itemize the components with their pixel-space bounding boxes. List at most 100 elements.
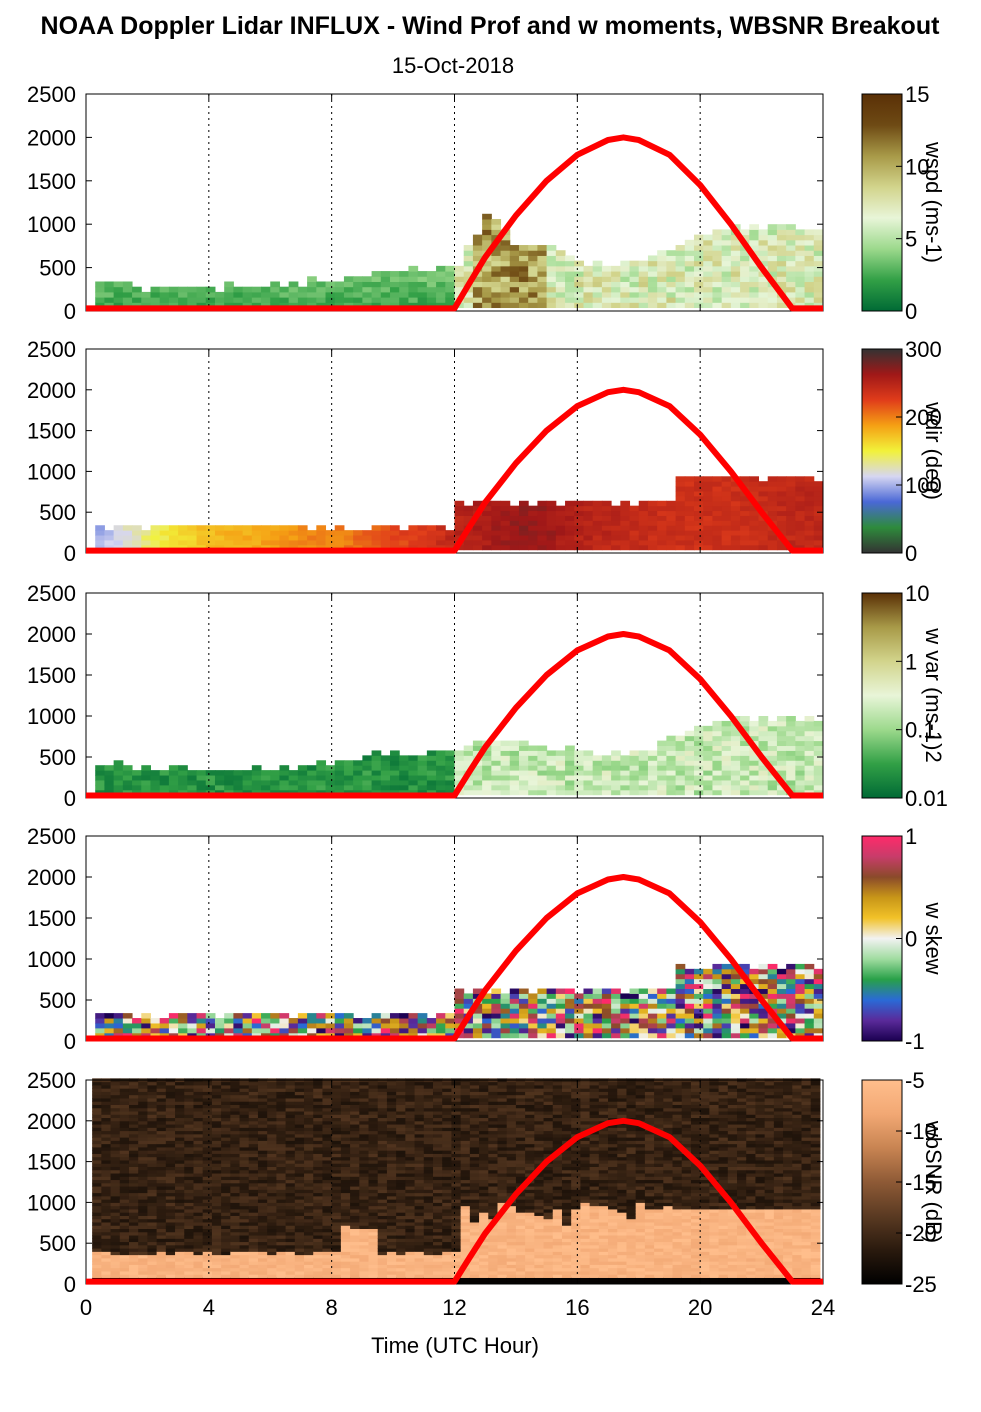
heatmap-cell bbox=[211, 1117, 222, 1122]
heatmap-cell bbox=[491, 779, 502, 786]
heatmap-cell bbox=[184, 1235, 194, 1239]
heatmap-cell bbox=[592, 510, 603, 516]
heatmap-cell bbox=[193, 1267, 204, 1272]
heatmap-cell bbox=[500, 530, 511, 536]
heatmap-cell bbox=[684, 510, 695, 516]
heatmap-cell bbox=[193, 1179, 204, 1184]
heatmap-cell bbox=[712, 988, 723, 994]
heatmap-cell bbox=[92, 1238, 102, 1243]
heatmap-cell bbox=[592, 260, 603, 267]
heatmap-cell bbox=[684, 291, 695, 298]
heatmap-cell bbox=[248, 1267, 259, 1272]
heatmap-cell bbox=[546, 302, 557, 309]
heatmap-cell bbox=[776, 476, 787, 482]
heatmap-cell bbox=[786, 255, 796, 262]
heatmap-cell bbox=[491, 775, 502, 781]
heatmap-cell bbox=[132, 297, 142, 303]
heatmap-cell bbox=[463, 291, 474, 298]
heatmap-cell bbox=[574, 510, 584, 516]
heatmap-cell bbox=[147, 1133, 158, 1138]
heatmap-cell bbox=[730, 530, 741, 536]
heatmap-cell bbox=[776, 740, 787, 747]
heatmap-cell bbox=[353, 775, 363, 781]
heatmap-cell bbox=[426, 286, 437, 293]
heatmap-cell bbox=[386, 1257, 397, 1262]
heatmap-cell bbox=[119, 1202, 130, 1207]
heatmap-cell bbox=[417, 286, 428, 293]
heatmap-cell bbox=[147, 1101, 158, 1105]
heatmap-cell bbox=[500, 1003, 511, 1009]
heatmap-cell bbox=[730, 520, 741, 526]
heatmap-cell bbox=[518, 770, 529, 776]
heatmap-cell bbox=[313, 1189, 323, 1194]
wdir-overlay-curve bbox=[86, 386, 823, 554]
heatmap-cell bbox=[417, 779, 428, 786]
heatmap-cell bbox=[813, 730, 824, 737]
heatmap-cell bbox=[122, 1022, 133, 1029]
heatmap-cell bbox=[537, 789, 548, 796]
heatmap-cell bbox=[703, 978, 713, 985]
heatmap-cell bbox=[767, 755, 778, 761]
heatmap-cell bbox=[546, 1018, 557, 1024]
heatmap-cell bbox=[712, 490, 723, 497]
heatmap-cell bbox=[288, 544, 299, 551]
heatmap-cell bbox=[285, 1130, 296, 1135]
heatmap-cell bbox=[168, 525, 179, 531]
heatmap-cell bbox=[156, 1251, 167, 1256]
heatmap-cell bbox=[110, 1169, 121, 1174]
heatmap-cell bbox=[350, 1173, 360, 1177]
heatmap-cell bbox=[304, 1120, 314, 1125]
heatmap-cell bbox=[110, 1212, 121, 1216]
heatmap-cell bbox=[537, 250, 548, 256]
heatmap-cell bbox=[482, 213, 492, 220]
heatmap-cell bbox=[482, 1022, 492, 1029]
heatmap-cell bbox=[307, 291, 317, 298]
heatmap-cell bbox=[313, 1120, 323, 1125]
heatmap-cell bbox=[322, 1101, 333, 1105]
heatmap-cell bbox=[175, 1235, 185, 1239]
y-tick-label: 1000 bbox=[27, 947, 76, 972]
heatmap-cell bbox=[758, 490, 769, 497]
heatmap-cell bbox=[500, 779, 511, 786]
heatmap-cell bbox=[313, 1133, 323, 1138]
heatmap-cell bbox=[408, 535, 419, 541]
heatmap-cell bbox=[95, 1018, 105, 1024]
heatmap-cell bbox=[426, 755, 437, 761]
heatmap-cell bbox=[261, 779, 271, 786]
heatmap-cell bbox=[786, 963, 796, 970]
heatmap-cell bbox=[377, 1261, 388, 1265]
heatmap-cell bbox=[666, 1008, 677, 1014]
heatmap-cell bbox=[408, 770, 419, 776]
heatmap-cell bbox=[340, 1127, 351, 1132]
heatmap-cell bbox=[795, 735, 806, 742]
heatmap-cell bbox=[518, 505, 529, 512]
heatmap-cell bbox=[749, 260, 760, 267]
heatmap-cell bbox=[767, 250, 778, 256]
heatmap-cell bbox=[165, 1186, 176, 1190]
heatmap-cell bbox=[168, 1018, 179, 1024]
heatmap-cell bbox=[178, 535, 188, 541]
heatmap-cell bbox=[92, 1124, 102, 1128]
heatmap-cell bbox=[104, 784, 115, 791]
heatmap-cell bbox=[509, 525, 520, 531]
heatmap-cell bbox=[138, 1235, 148, 1239]
heatmap-cell bbox=[288, 770, 299, 776]
heatmap-cell bbox=[331, 1241, 342, 1246]
heatmap-cell bbox=[119, 1225, 130, 1230]
heatmap-cell bbox=[546, 1027, 557, 1034]
heatmap-cell bbox=[509, 281, 520, 288]
heatmap-cell bbox=[175, 1140, 185, 1145]
heatmap-cell bbox=[565, 1003, 575, 1009]
colorbar-tick-label: 100 bbox=[905, 473, 942, 498]
heatmap-cell bbox=[675, 963, 686, 970]
heatmap-cell bbox=[537, 530, 548, 536]
heatmap-cell bbox=[184, 1186, 194, 1190]
heatmap-cell bbox=[128, 1081, 139, 1086]
heatmap-cell bbox=[202, 1244, 213, 1249]
heatmap-cell bbox=[795, 1008, 806, 1014]
heatmap-cell bbox=[211, 1235, 222, 1239]
heatmap-cell bbox=[537, 535, 548, 541]
heatmap-cell bbox=[159, 1022, 170, 1029]
heatmap-cell bbox=[267, 1166, 277, 1171]
heatmap-cell bbox=[518, 255, 529, 262]
